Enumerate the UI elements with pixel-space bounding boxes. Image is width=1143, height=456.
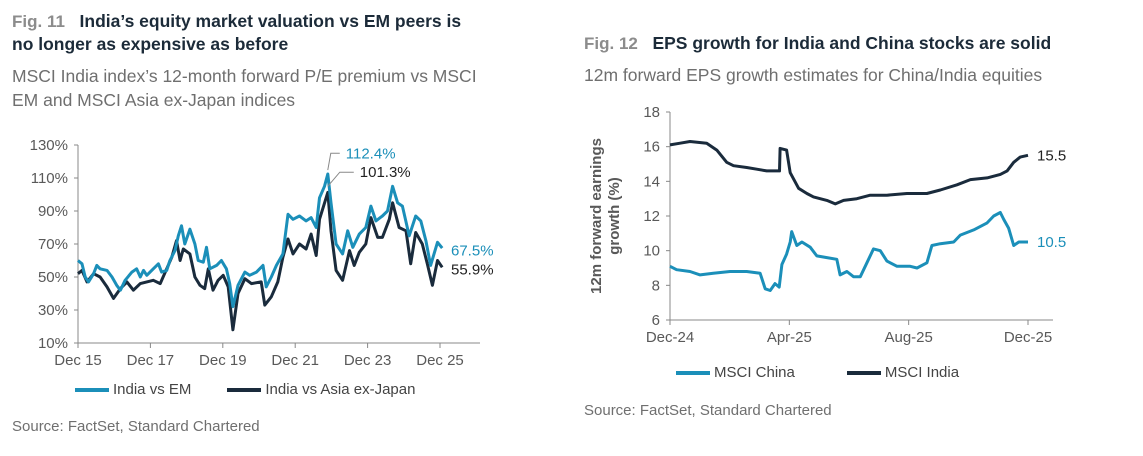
y-tick-label: 130% bbox=[30, 137, 68, 154]
left-chart: 10% 30% 50% 70% 90% 110% 130% Dec 15 Dec 17 Dec 1… bbox=[30, 137, 494, 369]
left-subtitle-line2: EM and MSCI Asia ex-Japan indices bbox=[12, 90, 296, 110]
legend-swatch-msci-china bbox=[676, 370, 710, 375]
y-tick-label: 6 bbox=[652, 312, 660, 329]
y-tick-label: 18 bbox=[643, 104, 660, 121]
left-fig-number: Fig. 11 bbox=[12, 12, 65, 31]
annotation-last-china: 10.5 bbox=[1037, 234, 1066, 251]
x-tick-label: Dec 21 bbox=[271, 352, 319, 369]
x-tick-label: Dec 15 bbox=[54, 352, 102, 369]
series-line-india-vs-asia-ex-japan bbox=[77, 190, 444, 332]
legend-label-msci-china: MSCI China bbox=[714, 364, 795, 381]
y-tick-label: 10% bbox=[38, 335, 68, 352]
right-chart: 6 8 10 12 14 16 18 Dec-24 Apr-25 Aug-25 Dec-25 15.5… bbox=[588, 104, 1066, 346]
y-tick-label: 90% bbox=[38, 203, 68, 220]
y-tick-label: 12 bbox=[643, 208, 660, 225]
y-tick-label: 10 bbox=[643, 243, 660, 260]
right-fig-number: Fig. 12 bbox=[584, 34, 638, 53]
left-title-line1: India’s equity market valuation vs EM pe… bbox=[79, 11, 462, 31]
y-tick-label: 30% bbox=[38, 302, 68, 319]
left-figure-header: Fig. 11 India’s equity market valuation … bbox=[12, 10, 552, 112]
y-tick-label: 70% bbox=[38, 236, 68, 253]
annotation-last-em: 67.5% bbox=[451, 243, 494, 260]
legend-swatch-india-em bbox=[75, 387, 109, 392]
right-subtitle: 12m forward EPS growth estimates for Chi… bbox=[584, 65, 1043, 85]
annotation-leader bbox=[327, 171, 354, 187]
y-tick-label: 50% bbox=[38, 269, 68, 286]
legend-label-india-asia: India vs Asia ex-Japan bbox=[265, 381, 416, 398]
y-tick-label: 110% bbox=[31, 170, 68, 187]
left-source: Source: FactSet, Standard Chartered bbox=[12, 418, 260, 435]
annotation-peak-asia: 101.3% bbox=[360, 164, 411, 181]
legend-label-india-em: India vs EM bbox=[113, 381, 192, 398]
right-figure-header: Fig. 12 EPS growth for India and China s… bbox=[584, 32, 1143, 87]
x-tick-label: Dec-24 bbox=[646, 329, 694, 346]
legend-swatch-msci-india bbox=[846, 370, 881, 375]
x-tick-label: Dec 17 bbox=[127, 352, 175, 369]
y-axis-label-line1: 12m forward earnings bbox=[588, 138, 605, 294]
right-title: Fig. 12 EPS growth for India and China s… bbox=[584, 32, 1143, 55]
right-legend: MSCI China MSCI India bbox=[676, 364, 959, 381]
left-legend: India vs EM India vs Asia ex-Japan bbox=[75, 381, 415, 398]
left-subtitle: MSCI India index’s 12-month forward P/E … bbox=[12, 64, 552, 112]
x-tick-label: Aug-25 bbox=[884, 329, 932, 346]
series-line-msci-china bbox=[669, 211, 1028, 292]
annotation-last-asia: 55.9% bbox=[451, 262, 494, 279]
legend-swatch-india-asia bbox=[227, 387, 262, 392]
x-tick-label: Dec-25 bbox=[1004, 329, 1052, 346]
y-axis-label: 12m forward earningsgrowth (%) bbox=[588, 138, 623, 294]
left-title: Fig. 11 India’s equity market valuation … bbox=[12, 10, 552, 56]
y-tick-label: 16 bbox=[643, 139, 660, 156]
y-tick-label: 8 bbox=[652, 277, 660, 294]
left-title-line2: no longer as expensive as before bbox=[12, 34, 289, 54]
y-tick-label: 14 bbox=[643, 173, 660, 190]
x-tick-label: Dec 23 bbox=[344, 352, 392, 369]
x-tick-label: Dec 19 bbox=[199, 352, 247, 369]
annotation-peak-em: 112.4% bbox=[346, 145, 396, 162]
right-source: Source: FactSet, Standard Chartered bbox=[584, 402, 832, 419]
left-subtitle-line1: MSCI India index’s 12-month forward P/E … bbox=[12, 66, 477, 86]
right-title-text: EPS growth for India and China stocks ar… bbox=[652, 33, 1052, 53]
series-line-msci-india bbox=[669, 140, 1029, 206]
legend-label-msci-india: MSCI India bbox=[884, 364, 960, 381]
series-line-india-vs-em bbox=[77, 172, 444, 309]
annotation-last-india: 15.5 bbox=[1037, 147, 1066, 164]
y-axis-label-line2: growth (%) bbox=[606, 177, 623, 254]
annotation-leader bbox=[327, 152, 340, 171]
x-tick-label: Dec 25 bbox=[416, 352, 464, 369]
x-tick-label: Apr-25 bbox=[767, 329, 812, 346]
